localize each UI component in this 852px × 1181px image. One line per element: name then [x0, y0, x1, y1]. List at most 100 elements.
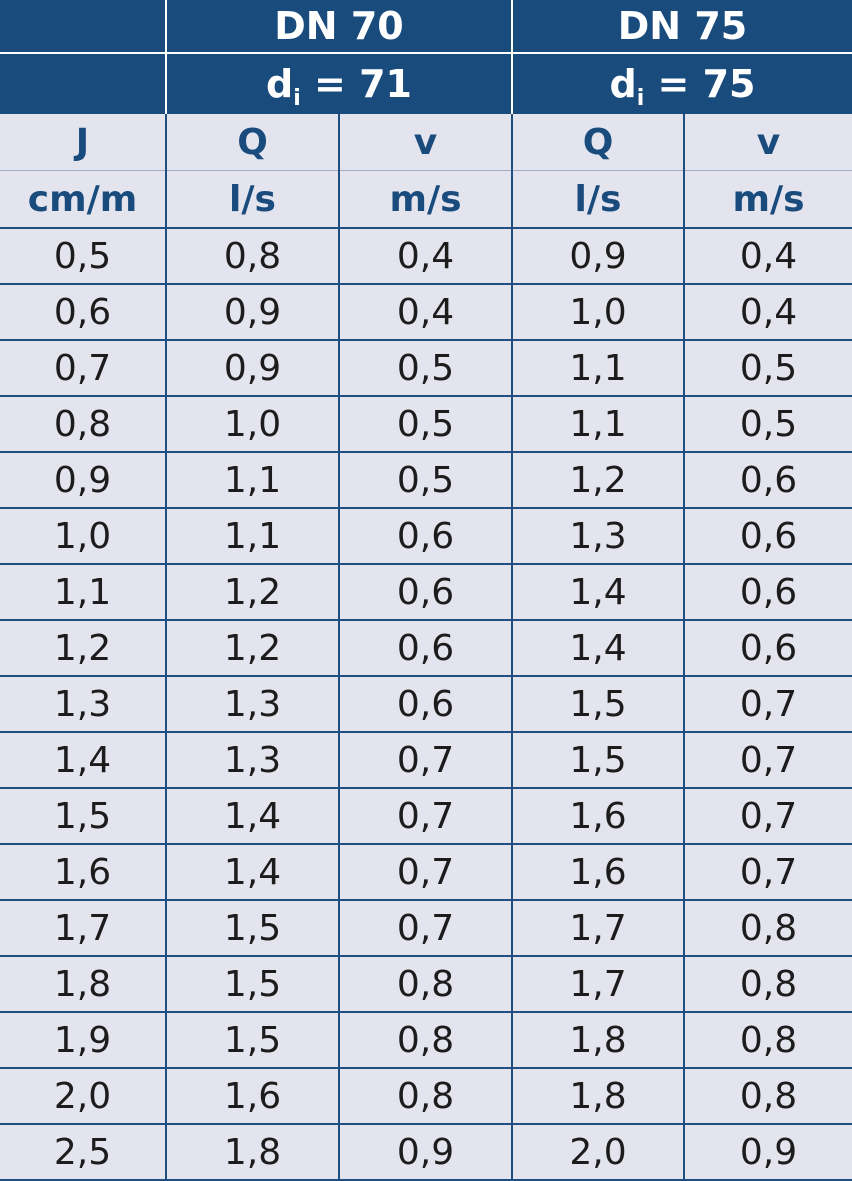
dn75-header: DN 75	[511, 0, 852, 54]
table-cell: 0,8	[165, 228, 340, 285]
table-cell: 1,4	[165, 844, 340, 901]
table-cell: 0,7	[338, 788, 513, 845]
table-cell: 1,5	[165, 900, 340, 957]
di75-prefix: d	[609, 62, 637, 106]
di70-subscript: i	[293, 86, 301, 111]
table-cell: 1,5	[0, 788, 167, 845]
table-cell: 1,6	[0, 844, 167, 901]
table-cell: 1,8	[0, 956, 167, 1013]
column-label: J	[0, 114, 167, 171]
table-cell: 0,9	[338, 1124, 513, 1181]
table-cell: 1,2	[165, 620, 340, 677]
di75-header: di = 75	[511, 53, 852, 114]
table-cell: 1,3	[165, 732, 340, 789]
table-cell: 0,7	[683, 788, 852, 845]
column-label: v	[338, 114, 513, 171]
table-row: 0,6 0,9 0,4 1,0 0,4	[0, 284, 852, 341]
table-cell: 2,0	[511, 1124, 685, 1181]
table-cell: 0,6	[683, 508, 852, 565]
table-cell: 1,2	[511, 452, 685, 509]
table-cell: 1,8	[165, 1124, 340, 1181]
table-row: 1,9 1,5 0,8 1,8 0,8	[0, 1012, 852, 1069]
table-cell: 1,4	[511, 564, 685, 621]
column-unit: cm/m	[0, 170, 167, 229]
table-cell: 0,7	[338, 732, 513, 789]
table-cell: 0,9	[683, 1124, 852, 1181]
table-cell: 1,3	[0, 676, 167, 733]
table-cell: 1,3	[165, 676, 340, 733]
table-cell: 0,7	[338, 844, 513, 901]
table-cell: 0,6	[338, 620, 513, 677]
header-corner-bottom	[0, 53, 167, 114]
table-cell: 0,6	[683, 620, 852, 677]
table-cell: 1,1	[511, 340, 685, 397]
table-cell: 1,7	[0, 900, 167, 957]
table-cell: 0,8	[683, 1012, 852, 1069]
table-cell: 1,5	[165, 956, 340, 1013]
table-cell: 0,7	[338, 900, 513, 957]
column-unit: l/s	[511, 170, 685, 229]
table-cell: 0,4	[683, 284, 852, 341]
table-cell: 0,9	[165, 284, 340, 341]
table-row: 1,3 1,3 0,6 1,5 0,7	[0, 676, 852, 733]
table-cell: 0,6	[0, 284, 167, 341]
column-label: Q	[511, 114, 685, 171]
di75-value: = 75	[644, 62, 756, 106]
table-cell: 0,5	[0, 228, 167, 285]
header-corner-top	[0, 0, 167, 54]
table-cell: 1,2	[0, 620, 167, 677]
di70-prefix: d	[266, 62, 294, 106]
table-cell: 0,7	[683, 676, 852, 733]
table-cell: 1,5	[511, 732, 685, 789]
column-unit: m/s	[683, 170, 852, 229]
table-cell: 1,4	[0, 732, 167, 789]
table-cell: 1,3	[511, 508, 685, 565]
table-cell: 0,8	[0, 396, 167, 453]
table-row: 0,9 1,1 0,5 1,2 0,6	[0, 452, 852, 509]
table-row: 0,5 0,8 0,4 0,9 0,4	[0, 228, 852, 285]
table-cell: 1,5	[511, 676, 685, 733]
table-cell: 0,9	[511, 228, 685, 285]
table-cell: 0,9	[0, 452, 167, 509]
di-header-row: di = 71 di = 75	[0, 53, 852, 114]
di75-subscript: i	[636, 86, 645, 111]
table-cell: 1,6	[511, 788, 685, 845]
column-unit-row: cm/m l/s m/s l/s m/s	[0, 170, 852, 229]
table-cell: 0,5	[338, 396, 513, 453]
table-cell: 0,8	[683, 1068, 852, 1125]
table-cell: 2,5	[0, 1124, 167, 1181]
table-row: 2,5 1,8 0,9 2,0 0,9	[0, 1124, 852, 1181]
column-unit: l/s	[165, 170, 340, 229]
table-cell: 1,1	[511, 396, 685, 453]
table-cell: 0,7	[683, 732, 852, 789]
table-cell: 1,5	[165, 1012, 340, 1069]
table-cell: 0,8	[338, 1068, 513, 1125]
di70-value: = 71	[300, 62, 412, 106]
table-cell: 1,0	[165, 396, 340, 453]
table-cell: 1,6	[511, 844, 685, 901]
table-row: 1,4 1,3 0,7 1,5 0,7	[0, 732, 852, 789]
table-cell: 0,4	[683, 228, 852, 285]
table-cell: 1,1	[165, 508, 340, 565]
table-cell: 1,7	[511, 900, 685, 957]
table-cell: 1,4	[165, 788, 340, 845]
table-cell: 1,0	[511, 284, 685, 341]
dn-header-row: DN 70 DN 75	[0, 0, 852, 54]
di70-header: di = 71	[165, 53, 513, 114]
table-cell: 1,2	[165, 564, 340, 621]
table-cell: 0,8	[683, 956, 852, 1013]
table-cell: 0,5	[683, 340, 852, 397]
table-row: 1,5 1,4 0,7 1,6 0,7	[0, 788, 852, 845]
table-cell: 0,5	[338, 452, 513, 509]
table-row: 1,8 1,5 0,8 1,7 0,8	[0, 956, 852, 1013]
table-row: 1,2 1,2 0,6 1,4 0,6	[0, 620, 852, 677]
table-cell: 0,6	[338, 676, 513, 733]
table-cell: 1,9	[0, 1012, 167, 1069]
table-cell: 0,6	[338, 564, 513, 621]
table-cell: 1,8	[511, 1012, 685, 1069]
table-cell: 0,4	[338, 284, 513, 341]
table-row: 0,8 1,0 0,5 1,1 0,5	[0, 396, 852, 453]
table-cell: 0,4	[338, 228, 513, 285]
table-cell: 1,0	[0, 508, 167, 565]
